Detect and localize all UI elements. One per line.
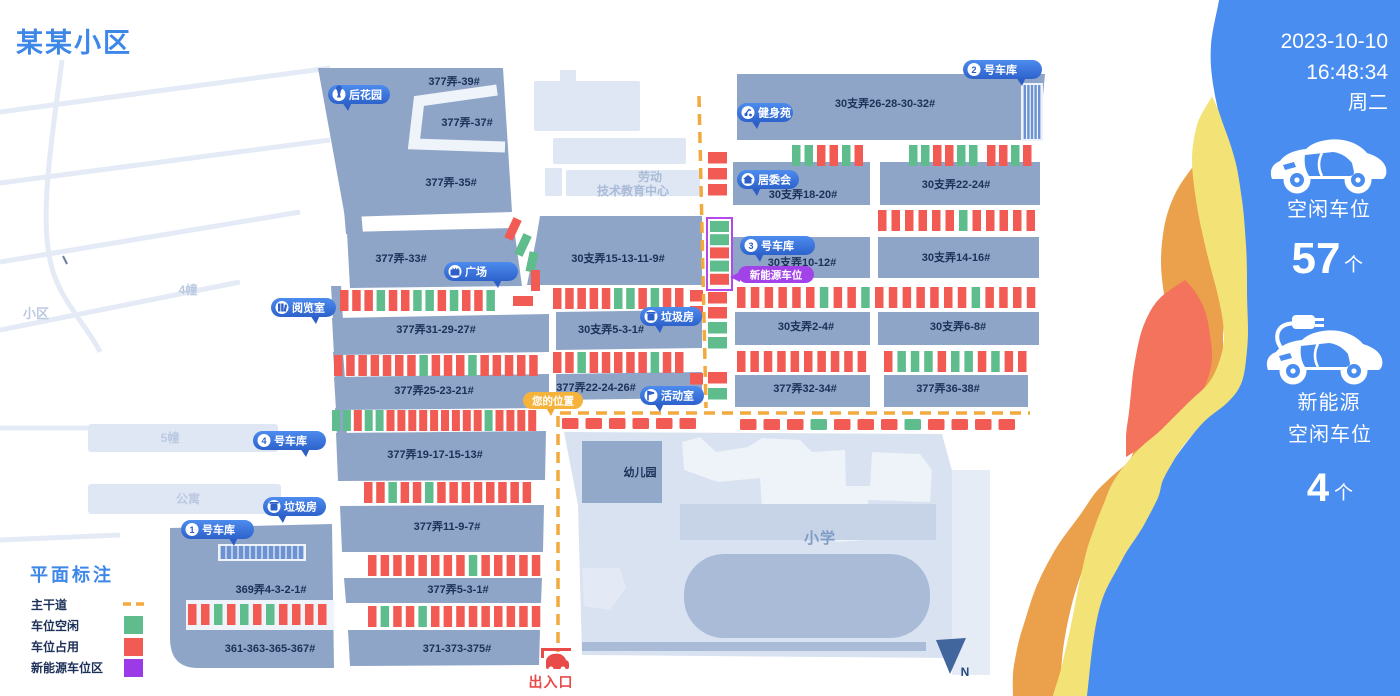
svg-text:2023-10-10: 2023-10-10 bbox=[1281, 30, 1388, 53]
svg-text:377弄19-17-15-13#: 377弄19-17-15-13# bbox=[387, 448, 482, 461]
svg-text:周二: 周二 bbox=[1348, 92, 1388, 114]
svg-text:377弄32-34#: 377弄32-34# bbox=[773, 382, 837, 395]
svg-text:377弄36-38#: 377弄36-38# bbox=[916, 382, 980, 395]
svg-text:小学: 小学 bbox=[804, 529, 836, 547]
svg-text:车位空闲: 车位空闲 bbox=[31, 618, 79, 633]
svg-text:4: 4 bbox=[261, 436, 266, 446]
svg-text:个: 个 bbox=[1334, 482, 1353, 504]
svg-text:57: 57 bbox=[1292, 234, 1341, 283]
svg-text:号车库: 号车库 bbox=[202, 523, 235, 537]
svg-text:活动室: 活动室 bbox=[661, 389, 694, 403]
svg-text:4幢: 4幢 bbox=[179, 282, 198, 297]
svg-text:16:48:34: 16:48:34 bbox=[1306, 61, 1388, 84]
svg-text:377弄-33#: 377弄-33# bbox=[375, 252, 426, 265]
svg-text:新能源车位: 新能源车位 bbox=[750, 269, 803, 282]
svg-text:30支弄10-12#: 30支弄10-12# bbox=[768, 255, 837, 269]
svg-text:后花园: 后花园 bbox=[349, 88, 382, 102]
svg-text:377弄11-9-7#: 377弄11-9-7# bbox=[414, 520, 481, 533]
svg-text:幼儿园: 幼儿园 bbox=[624, 465, 657, 479]
svg-text:30支弄22-24#: 30支弄22-24# bbox=[922, 177, 991, 191]
svg-text:N: N bbox=[961, 665, 970, 679]
svg-text:377弄5-3-1#: 377弄5-3-1# bbox=[427, 583, 488, 596]
svg-text:号车库: 号车库 bbox=[274, 434, 307, 448]
svg-text:369弄4-3-2-1#: 369弄4-3-2-1# bbox=[236, 583, 307, 596]
svg-text:主干道: 主干道 bbox=[31, 597, 67, 612]
svg-text:出入口: 出入口 bbox=[529, 674, 574, 690]
svg-text:30支弄26-28-30-32#: 30支弄26-28-30-32# bbox=[835, 96, 935, 110]
svg-text:公寓: 公寓 bbox=[176, 491, 200, 506]
svg-text:车位占用: 车位占用 bbox=[31, 639, 79, 654]
svg-text:个: 个 bbox=[1344, 254, 1363, 276]
svg-text:垃圾房: 垃圾房 bbox=[661, 310, 694, 324]
svg-text:30支弄15-13-11-9#: 30支弄15-13-11-9# bbox=[571, 251, 665, 265]
svg-text:新能源车位区: 新能源车位区 bbox=[31, 660, 103, 675]
svg-text:30支弄6-8#: 30支弄6-8# bbox=[930, 319, 986, 333]
svg-text:377弄31-29-27#: 377弄31-29-27# bbox=[396, 323, 476, 336]
svg-text:技术教育中心: 技术教育中心 bbox=[597, 183, 669, 198]
svg-text:30支弄18-20#: 30支弄18-20# bbox=[769, 187, 838, 201]
svg-text:垃圾房: 垃圾房 bbox=[284, 500, 317, 514]
svg-text:号车库: 号车库 bbox=[984, 63, 1017, 77]
svg-text:371-373-375#: 371-373-375# bbox=[423, 643, 492, 655]
svg-text:5幢: 5幢 bbox=[161, 430, 180, 445]
svg-text:2: 2 bbox=[971, 65, 976, 75]
svg-text:361-363-365-367#: 361-363-365-367# bbox=[225, 643, 316, 655]
svg-text:居委会: 居委会 bbox=[758, 173, 792, 187]
svg-text:平面标注: 平面标注 bbox=[30, 564, 114, 585]
svg-text:号车库: 号车库 bbox=[761, 239, 794, 253]
svg-text:空闲车位: 空闲车位 bbox=[1288, 423, 1372, 446]
svg-text:377弄22-24-26#: 377弄22-24-26# bbox=[556, 381, 636, 394]
svg-text:新能源: 新能源 bbox=[1298, 391, 1361, 414]
svg-text:阅览室: 阅览室 bbox=[292, 301, 325, 315]
svg-text:3: 3 bbox=[748, 241, 753, 251]
svg-text:377弄-37#: 377弄-37# bbox=[441, 116, 492, 129]
svg-text:30支弄14-16#: 30支弄14-16# bbox=[922, 250, 991, 264]
svg-text:劳动: 劳动 bbox=[638, 169, 662, 184]
svg-text:4: 4 bbox=[1307, 466, 1330, 510]
svg-text:30支弄5-3-1#: 30支弄5-3-1# bbox=[578, 322, 644, 336]
svg-text:1: 1 bbox=[189, 525, 194, 535]
svg-text:健身苑: 健身苑 bbox=[758, 106, 791, 120]
svg-text:您的位置: 您的位置 bbox=[532, 395, 574, 408]
svg-text:377弄-39#: 377弄-39# bbox=[428, 75, 479, 88]
svg-text:空闲车位: 空闲车位 bbox=[1287, 198, 1371, 221]
svg-text:小区: 小区 bbox=[23, 306, 49, 321]
svg-text:377弄25-23-21#: 377弄25-23-21# bbox=[394, 384, 474, 397]
svg-text:某某小区: 某某小区 bbox=[16, 28, 132, 58]
svg-text:377弄-35#: 377弄-35# bbox=[425, 176, 476, 189]
svg-text:30支弄2-4#: 30支弄2-4# bbox=[778, 319, 834, 333]
svg-text:广场: 广场 bbox=[465, 265, 487, 279]
